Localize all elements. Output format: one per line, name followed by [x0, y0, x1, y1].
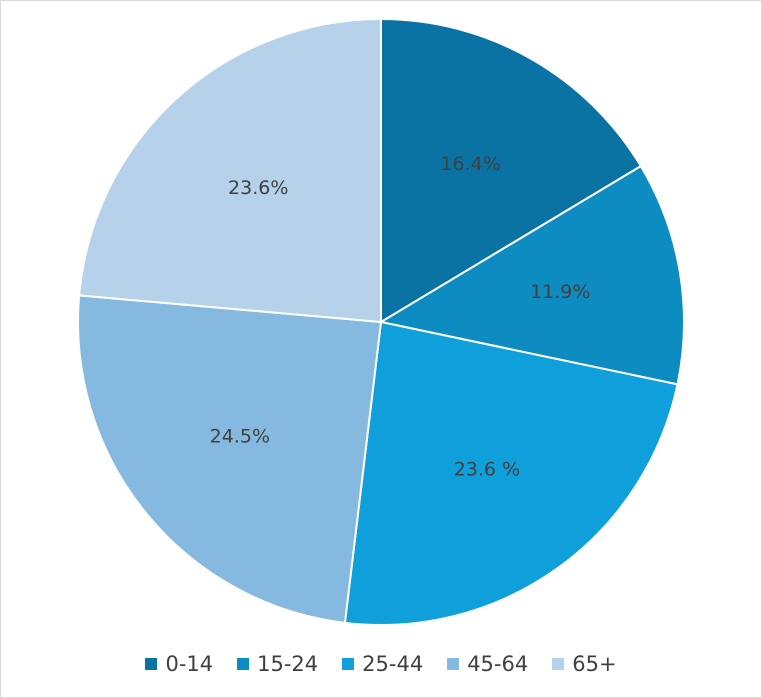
slice-label-25-44: 23.6 %: [454, 459, 520, 481]
legend-item-0-14: 0-14: [145, 652, 213, 676]
legend-item-15-24: 15-24: [237, 652, 318, 676]
legend-label-0-14: 0-14: [165, 652, 214, 676]
legend-label-25-44: 25-44: [362, 652, 424, 676]
legend-item-65-plus: 65+: [552, 652, 617, 676]
pie-slice-0-14: [380, 17, 643, 324]
slice-label-45-64: 24.5%: [210, 426, 270, 448]
legend-swatch-25-44: [342, 658, 355, 670]
legend-swatch-65-plus: [552, 658, 565, 670]
pie-slice-15-24: [378, 164, 685, 386]
legend-label-45-64: 45-64: [467, 652, 529, 676]
pie-slice-45-64: [77, 294, 383, 624]
slice-label-0-14: 16.4%: [440, 153, 500, 175]
legend-swatch-0-14: [145, 658, 158, 670]
legend-label-15-24: 15-24: [257, 652, 319, 676]
legend: 0-14 15-24 25-44 45-64 65+: [0, 649, 762, 679]
pie-slice-25-44: [343, 320, 679, 626]
slice-label-65-plus: 23.6%: [228, 177, 288, 199]
legend-swatch-15-24: [237, 658, 250, 670]
legend-item-45-64: 45-64: [447, 652, 528, 676]
slice-label-15-24: 11.9%: [530, 281, 590, 303]
legend-label-65-plus: 65+: [572, 652, 617, 676]
pie-slice-65-plus: [78, 17, 382, 324]
legend-swatch-45-64: [447, 658, 460, 670]
legend-item-25-44: 25-44: [342, 652, 423, 676]
